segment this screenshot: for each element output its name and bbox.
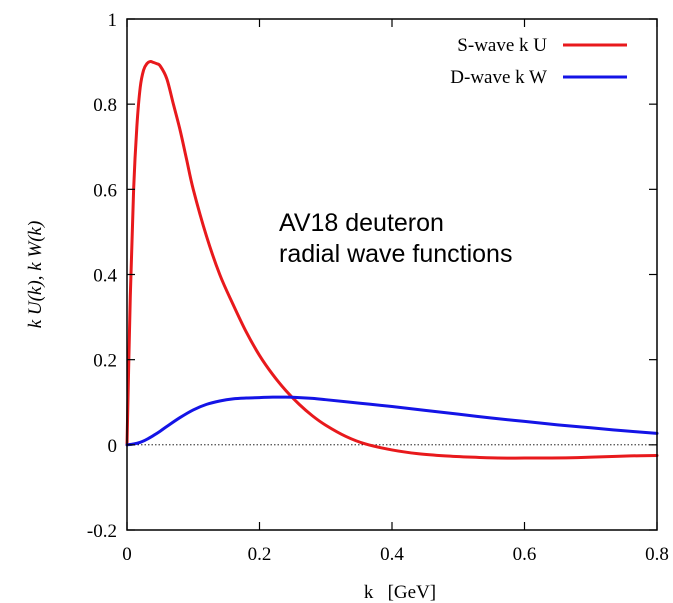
y-tick-label: -0.2 bbox=[87, 521, 117, 542]
y-tick-label: 0 bbox=[108, 436, 118, 457]
y-tick-label: 0.6 bbox=[93, 180, 117, 201]
annotation-line-1: AV18 deuteron bbox=[279, 209, 444, 237]
x-tick-label: 0.2 bbox=[248, 544, 272, 565]
annotation-line-2: radial wave functions bbox=[279, 240, 512, 268]
y-tick-label: 0.4 bbox=[93, 266, 117, 287]
d-wave-line bbox=[125, 395, 659, 447]
legend: S-wave k U D-wave k W bbox=[450, 35, 627, 88]
legend-label-s-wave: S-wave k U bbox=[457, 35, 547, 56]
x-tick-label: 0.8 bbox=[645, 544, 669, 565]
x-axis-label: k [GeV] bbox=[364, 582, 436, 603]
y-tick-label: 1 bbox=[108, 10, 118, 31]
s-wave-line bbox=[125, 60, 659, 460]
annotation: AV18 deuteron radial wave functions bbox=[279, 209, 512, 268]
x-tick-label: 0.4 bbox=[380, 544, 404, 565]
legend-label-d-wave: D-wave k W bbox=[450, 67, 547, 88]
y-tick-label: 0.8 bbox=[93, 95, 117, 116]
plot-frame bbox=[126, 18, 658, 531]
y-tick-label: 0.2 bbox=[93, 351, 117, 372]
y-axis-label: k U(k), k W(k) bbox=[25, 221, 46, 329]
x-tick-label: 0 bbox=[122, 544, 132, 565]
x-tick-label: 0.6 bbox=[513, 544, 537, 565]
